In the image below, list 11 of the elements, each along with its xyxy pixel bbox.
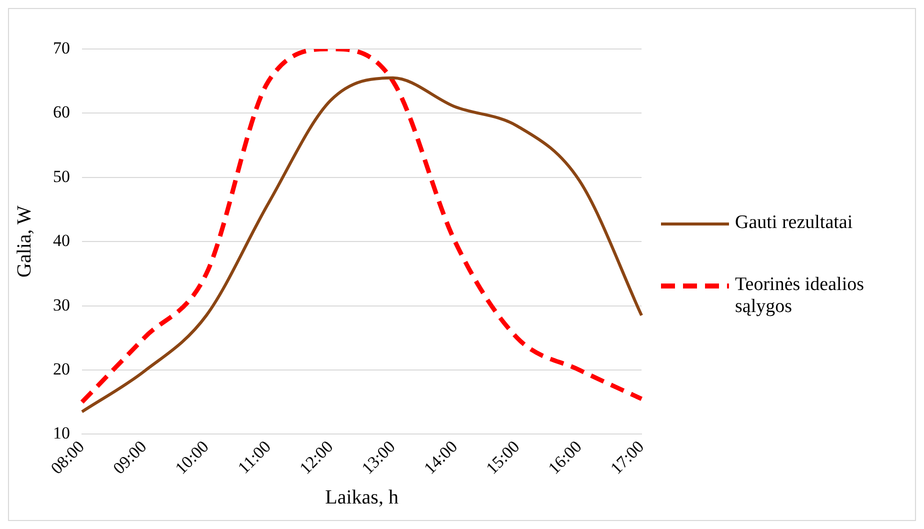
- legend-label: Teorinės idealios sąlygos: [735, 274, 865, 318]
- y-tick-label: 20: [53, 359, 70, 378]
- y-tick-label: 60: [53, 102, 70, 122]
- y-tick-label: 40: [53, 231, 70, 250]
- y-axis-title: Galia, W: [13, 206, 36, 278]
- y-tick-label: 50: [53, 166, 70, 186]
- y-tick-label: 30: [53, 295, 70, 314]
- x-axis-title: Laikas, h: [325, 486, 398, 508]
- y-tick-label: 10: [53, 424, 70, 443]
- legend-label: Gauti rezultatai: [735, 212, 853, 234]
- y-tick-label: 70: [53, 38, 70, 58]
